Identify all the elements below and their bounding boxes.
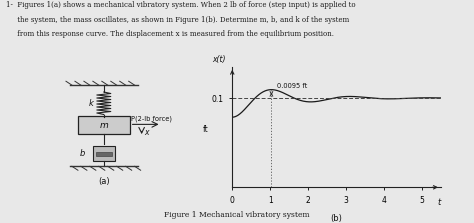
Text: ft: ft bbox=[203, 125, 209, 134]
Text: Figure 1 Mechanical vibratory system: Figure 1 Mechanical vibratory system bbox=[164, 211, 310, 219]
Text: (b): (b) bbox=[330, 214, 343, 223]
Bar bbox=[78, 116, 130, 134]
Text: k: k bbox=[89, 99, 93, 108]
Text: t: t bbox=[438, 198, 440, 207]
Text: m: m bbox=[100, 121, 108, 130]
Text: (a): (a) bbox=[98, 177, 109, 186]
Text: 0.0095 ft: 0.0095 ft bbox=[277, 83, 307, 89]
Text: the system, the mass oscillates, as shown in Figure 1(b). Determine m, b, and k : the system, the mass oscillates, as show… bbox=[6, 16, 349, 24]
Bar bbox=[93, 146, 115, 161]
Text: b: b bbox=[80, 149, 85, 158]
Text: P(2-lb force): P(2-lb force) bbox=[131, 116, 172, 122]
Text: x: x bbox=[145, 128, 149, 137]
Text: from this response curve. The displacement x is measured from the equilibrium po: from this response curve. The displaceme… bbox=[6, 30, 334, 38]
Bar bbox=[96, 152, 112, 156]
Text: x(t): x(t) bbox=[212, 56, 226, 64]
Text: 1-  Figures 1(a) shows a mechanical vibratory system. When 2 lb of force (step i: 1- Figures 1(a) shows a mechanical vibra… bbox=[6, 1, 356, 9]
